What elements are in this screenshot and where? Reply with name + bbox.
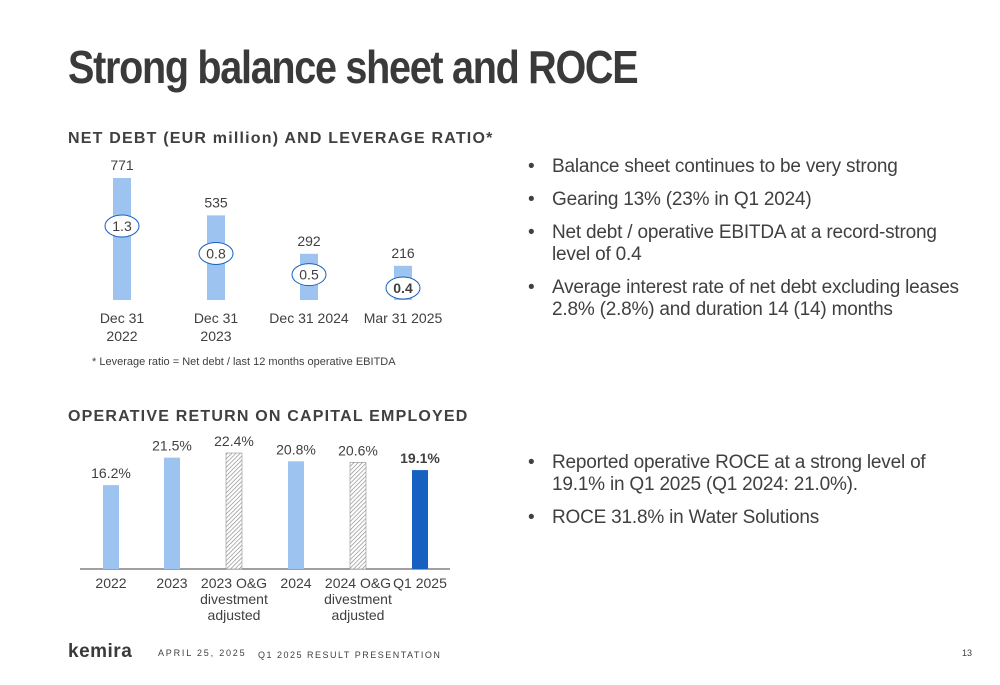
roce-value-label: 16.2%	[91, 465, 131, 481]
roce-value-label: 20.8%	[276, 441, 316, 457]
net-debt-category-label: Dec 31 2024	[269, 310, 349, 326]
roce-value-label: 21.5%	[152, 438, 192, 454]
roce-category-label: 2023	[156, 575, 187, 591]
roce-category-label: 2023 O&G	[201, 575, 267, 591]
net-debt-category-label: 2022	[106, 328, 137, 344]
leverage-ratio-marker	[104, 214, 140, 238]
net-debt-category-label: Mar 31 2025	[364, 310, 443, 326]
roce-bar	[349, 462, 367, 570]
net-debt-bar	[113, 178, 131, 300]
roce-category-label: adjusted	[208, 607, 261, 623]
leverage-ratio-marker	[291, 263, 327, 287]
roce-value-label: 20.6%	[338, 442, 378, 458]
roce-bar	[412, 470, 428, 569]
page-number: 13	[962, 648, 973, 658]
roce-value-label: 19.1%	[400, 450, 440, 466]
net-debt-category-label: 2023	[200, 328, 231, 344]
roce-category-label: adjusted	[332, 607, 385, 623]
net-debt-category-label: Dec 31	[100, 310, 145, 326]
roce-category-label: 2024 O&G	[325, 575, 391, 591]
bullet-item: Average interest rate of net debt exclud…	[528, 277, 968, 321]
roce-value-label: 22.4%	[214, 433, 254, 449]
bullet-item: Balance sheet continues to be very stron…	[528, 156, 968, 178]
footer-presentation-title: Q1 2025 RESULT PRESENTATION	[258, 650, 442, 660]
roce-bar	[164, 457, 180, 569]
leverage-footnote: * Leverage ratio = Net debt / last 12 mo…	[92, 356, 396, 368]
net-debt-chart-title: NET DEBT (EUR million) AND LEVERAGE RATI…	[68, 130, 494, 147]
roce-category-label: 2022	[95, 575, 126, 591]
bullet-item: Net debt / operative EBITDA at a record-…	[528, 222, 968, 266]
bullet-item: ROCE 31.8% in Water Solutions	[528, 507, 968, 529]
roce-bar	[288, 461, 304, 569]
net-debt-value-label: 771	[110, 157, 134, 173]
roce-category-label: Q1 2025	[393, 575, 447, 591]
leverage-ratio-marker	[198, 241, 234, 265]
net-debt-value-label: 292	[297, 233, 321, 249]
roce-bar	[103, 485, 119, 569]
net-debt-category-label: Dec 31	[194, 310, 239, 326]
bullet-item: Gearing 13% (23% in Q1 2024)	[528, 189, 968, 211]
balance-sheet-bullets: Balance sheet continues to be very stron…	[528, 156, 968, 332]
roce-bullets: Reported operative ROCE at a strong leve…	[528, 452, 968, 540]
roce-category-label: 2024	[280, 575, 311, 591]
roce-category-label: divestment	[324, 591, 392, 607]
leverage-ratio-marker	[385, 276, 421, 300]
footer-date: APRIL 25, 2025	[158, 648, 247, 658]
roce-bar	[225, 452, 243, 570]
leverage-ratio-label: 0.8	[206, 245, 226, 261]
page-title: Strong balance sheet and ROCE	[68, 41, 639, 93]
leverage-ratio-label: 0.4	[393, 280, 413, 296]
leverage-ratio-label: 1.3	[112, 218, 132, 234]
net-debt-value-label: 535	[204, 194, 228, 210]
bullet-item: Reported operative ROCE at a strong leve…	[528, 452, 968, 496]
kemira-logo: kemira	[68, 641, 133, 662]
roce-category-label: divestment	[200, 591, 268, 607]
net-debt-chart: 771 1.3 Dec 31 2022 535 0.8 Dec 31 2023 292 0.5 De…	[100, 157, 443, 344]
roce-chart-title: OPERATIVE RETURN ON CAPITAL EMPLOYED	[68, 408, 469, 425]
leverage-ratio-label: 0.5	[299, 267, 319, 283]
net-debt-value-label: 216	[391, 245, 415, 261]
